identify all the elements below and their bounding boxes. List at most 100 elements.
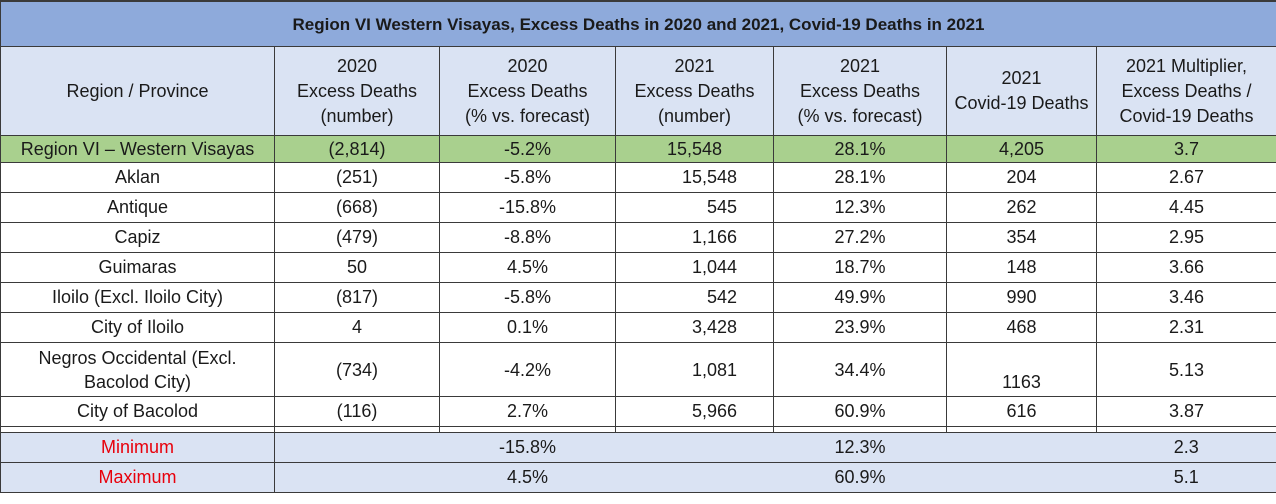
header-line: Excess Deaths: [634, 80, 755, 101]
table-row: Capiz (479) -8.8% 1,166 27.2% 354 2.95: [0, 222, 1276, 253]
cell: 4.5%: [439, 462, 616, 493]
header-line: 2021: [1001, 68, 1042, 88]
header-line: (number): [320, 105, 394, 126]
cell: -5.8%: [439, 282, 616, 313]
cell: 5,966: [615, 396, 774, 427]
cell: 3.87: [1096, 396, 1276, 427]
cell: 990: [946, 282, 1097, 313]
header-2021-pct: 2021 Excess Deaths (% vs. forecast): [773, 46, 947, 136]
header-line: 2021 Multiplier,: [1125, 55, 1248, 76]
blank-cell: [946, 462, 1097, 493]
cell: -5.2%: [439, 135, 616, 163]
cell: 148: [946, 252, 1097, 283]
maximum-row: Maximum 4.5% 60.9% 5.1: [0, 462, 1276, 493]
cell: 1163: [946, 342, 1097, 397]
blank-cell: [274, 462, 440, 493]
province-name: Antique: [0, 192, 275, 223]
cell: 3.7: [1096, 135, 1276, 163]
stat-label: Minimum: [0, 432, 275, 463]
blank-cell: [615, 462, 774, 493]
table-row: Antique (668) -15.8% 545 12.3% 262 4.45: [0, 192, 1276, 223]
table-row: City of Bacolod (116) 2.7% 5,966 60.9% 6…: [0, 396, 1276, 427]
cell: 542: [615, 282, 774, 313]
cell: 49.9%: [773, 282, 947, 313]
header-row: Region / Province 2020 Excess Deaths (numb…: [0, 46, 1276, 136]
header-line: 2020: [336, 55, 378, 76]
table-row: Iloilo (Excl. Iloilo City) (817) -5.8% 5…: [0, 282, 1276, 313]
cell: 15,548: [615, 135, 774, 163]
header-line: (% vs. forecast): [464, 105, 591, 126]
province-name: Guimaras: [0, 252, 275, 283]
cell: 2.3: [1096, 432, 1276, 463]
cell: 18.7%: [773, 252, 947, 283]
minimum-row: Minimum -15.8% 12.3% 2.3: [0, 432, 1276, 463]
header-line: (% vs. forecast): [797, 105, 923, 126]
header-2020-number: 2020 Excess Deaths (number): [274, 46, 440, 136]
header-line: 2021: [839, 55, 881, 76]
title-row: Region VI Western Visayas, Excess Deaths…: [0, 0, 1276, 47]
header-line: 2021: [674, 55, 715, 76]
province-name: Negros Occidental (Excl. Bacolod City): [0, 342, 275, 397]
cell: 2.95: [1096, 222, 1276, 253]
header-2020-pct: 2020 Excess Deaths (% vs. forecast): [439, 46, 616, 136]
cell: 12.3%: [773, 432, 947, 463]
cell: 5.1: [1096, 462, 1276, 493]
cell: 2.7%: [439, 396, 616, 427]
cell: 262: [946, 192, 1097, 223]
cell: 2.31: [1096, 312, 1276, 343]
cell: (479): [274, 222, 440, 253]
header-line: Excess Deaths: [296, 80, 418, 101]
cell: -15.8%: [439, 432, 616, 463]
cell: 28.1%: [773, 162, 947, 193]
cell: 15,548: [615, 162, 774, 193]
cell: 3.66: [1096, 252, 1276, 283]
cell: 4.45: [1096, 192, 1276, 223]
header-line: Excess Deaths: [467, 80, 588, 101]
cell: 4.5%: [439, 252, 616, 283]
province-name: Aklan: [0, 162, 275, 193]
header-line: Covid-19 Deaths: [1119, 105, 1254, 126]
cell: 28.1%: [773, 135, 947, 163]
cell: 3,428: [615, 312, 774, 343]
cell: 60.9%: [773, 396, 947, 427]
excess-deaths-table: Region VI Western Visayas, Excess Deaths…: [0, 0, 1276, 493]
cell: 5.13: [1096, 342, 1276, 397]
province-name: Iloilo (Excl. Iloilo City): [0, 282, 275, 313]
cell: 60.9%: [773, 462, 947, 493]
blank-cell: [274, 432, 440, 463]
header-2021-number: 2021 Excess Deaths (number): [615, 46, 774, 136]
cell: 1,044: [615, 252, 774, 283]
cell: -5.8%: [439, 162, 616, 193]
cell: (817): [274, 282, 440, 313]
cell: 468: [946, 312, 1097, 343]
header-line: Covid-19 Deaths: [954, 93, 1089, 113]
cell: -4.2%: [439, 342, 616, 397]
cell: 23.9%: [773, 312, 947, 343]
header-2021-covid: 2021 Covid-19 Deaths: [946, 46, 1097, 136]
cell: 1,081: [615, 342, 774, 397]
cell: 4,205: [946, 135, 1097, 163]
province-name: Capiz: [0, 222, 275, 253]
cell: 12.3%: [773, 192, 947, 223]
header-line: (number): [657, 105, 732, 126]
table-title: Region VI Western Visayas, Excess Deaths…: [0, 0, 1276, 47]
cell: (668): [274, 192, 440, 223]
cell: 1,166: [615, 222, 774, 253]
blank-cell: [615, 432, 774, 463]
cell: (116): [274, 396, 440, 427]
cell: 27.2%: [773, 222, 947, 253]
cell: (2,814): [274, 135, 440, 163]
header-line: Region / Province: [66, 80, 209, 101]
region-total-row: Region VI – Western Visayas (2,814) -5.2…: [0, 135, 1276, 163]
cell: (734): [274, 342, 440, 397]
cell: 34.4%: [773, 342, 947, 397]
table-row: City of Iloilo 4 0.1% 3,428 23.9% 468 2.…: [0, 312, 1276, 343]
cell: 3.46: [1096, 282, 1276, 313]
table-row: Guimaras 50 4.5% 1,044 18.7% 148 3.66: [0, 252, 1276, 283]
header-multiplier: 2021 Multiplier, Excess Deaths / Covid-19 …: [1096, 46, 1276, 136]
cell: -8.8%: [439, 222, 616, 253]
cell: 0.1%: [439, 312, 616, 343]
cell: 545: [615, 192, 774, 223]
blank-cell: [946, 432, 1097, 463]
